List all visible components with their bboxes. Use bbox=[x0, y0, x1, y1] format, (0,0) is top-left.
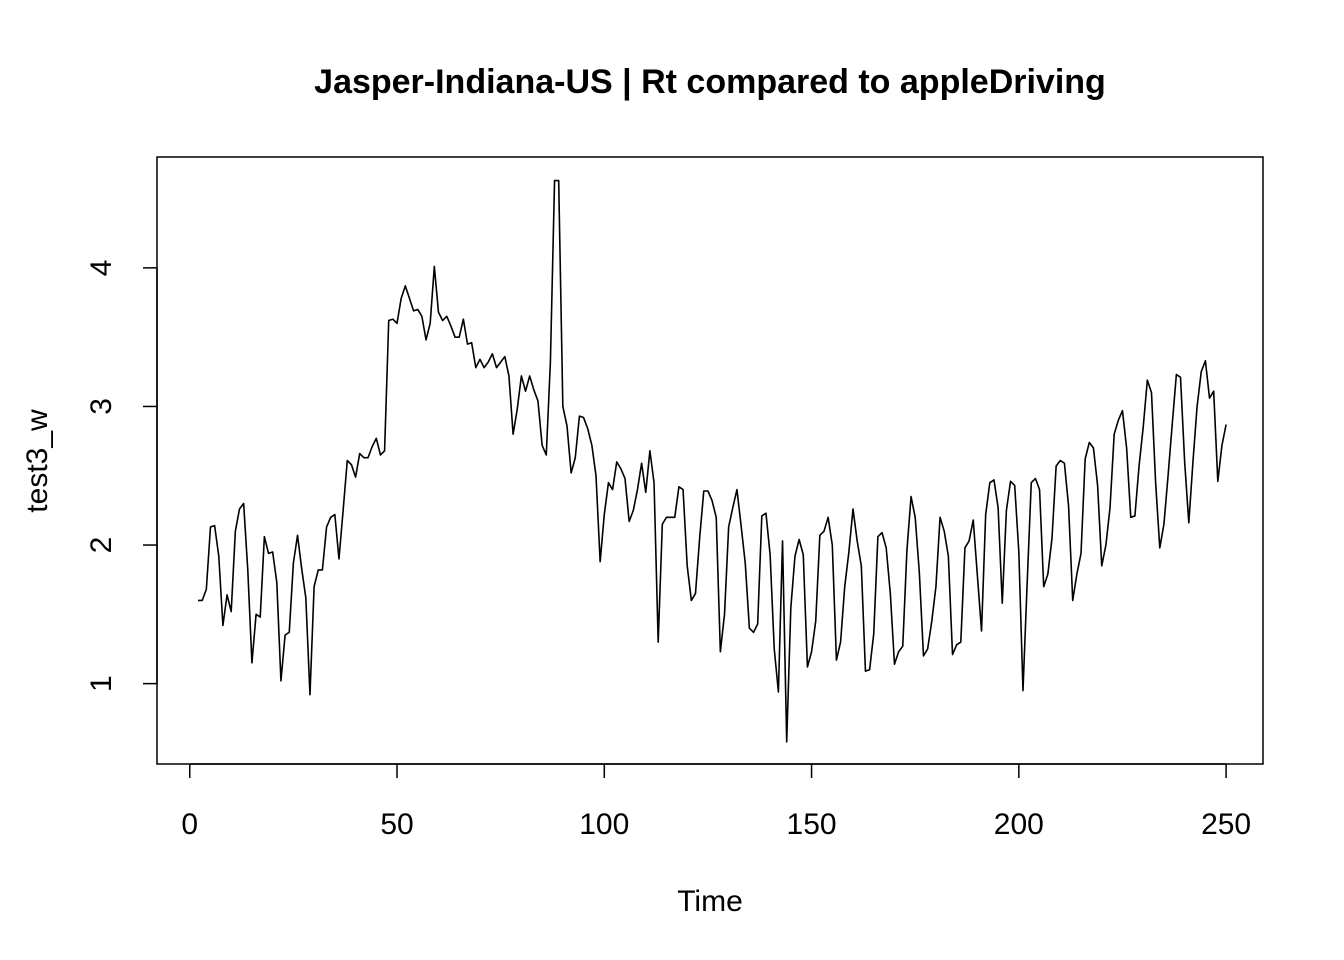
y-tick-label: 4 bbox=[85, 260, 118, 277]
y-axis-label: test3_w bbox=[21, 409, 54, 513]
x-tick-label: 100 bbox=[579, 808, 629, 841]
y-tick-label: 3 bbox=[85, 398, 118, 415]
plot-frame bbox=[156, 156, 1264, 765]
x-tick-label: 150 bbox=[787, 808, 837, 841]
x-axis: 0 50 100 150 200 250 bbox=[181, 763, 1251, 841]
chart-title: Jasper-Indiana-US | Rt compared to apple… bbox=[314, 63, 1106, 101]
x-axis-label: Time bbox=[677, 885, 743, 918]
x-tick-label: 0 bbox=[181, 808, 198, 841]
x-tick-label: 250 bbox=[1201, 808, 1251, 841]
series-line bbox=[198, 179, 1227, 743]
y-axis: 1 2 3 4 bbox=[85, 260, 158, 692]
series-layer bbox=[198, 179, 1227, 743]
y-tick-label: 2 bbox=[85, 537, 118, 554]
y-tick-label: 1 bbox=[85, 675, 118, 692]
x-tick-label: 200 bbox=[994, 808, 1044, 841]
x-tick-label: 50 bbox=[380, 808, 413, 841]
